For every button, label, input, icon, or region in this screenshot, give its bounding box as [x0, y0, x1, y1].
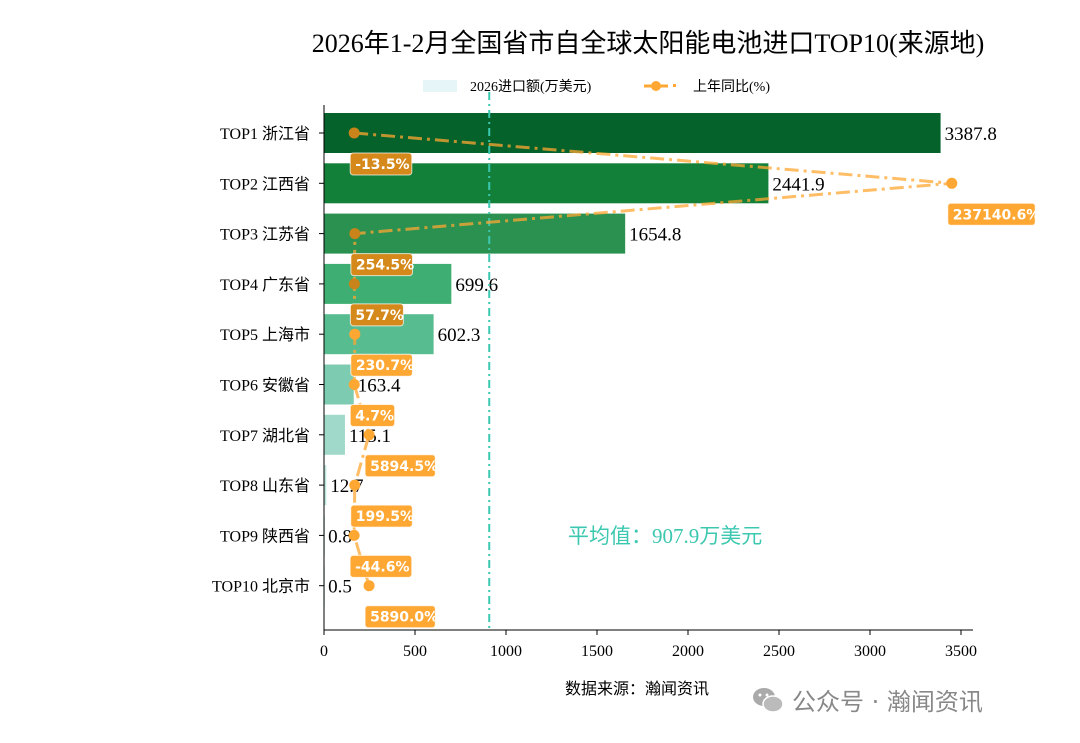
yoy-label: 230.7%: [356, 358, 414, 374]
yoy-marker: [349, 328, 361, 340]
yoy-marker: [348, 379, 360, 390]
y-tick-label: TOP3 江苏省: [220, 226, 310, 244]
wechat-icon: [753, 687, 784, 713]
y-tick-label: TOP7 湖北省: [220, 427, 310, 445]
average-label: 平均值：907.9万美元: [568, 524, 762, 548]
bar: [324, 465, 327, 506]
x-tick-label: 1000: [490, 643, 522, 660]
yoy-marker: [363, 580, 375, 592]
yoy-label: -13.5%: [355, 157, 409, 173]
legend-label-bar: 2026进口额(万美元): [470, 79, 592, 95]
yoy-marker: [363, 429, 375, 441]
yoy-label: -44.6%: [355, 559, 409, 575]
y-tick-label: TOP5 上海市: [220, 326, 310, 344]
bar-value-label: 163.4: [358, 376, 401, 397]
legend-marker: [651, 81, 661, 91]
bar-value-label: 2441.9: [772, 174, 824, 195]
yoy-label: 5894.5%: [370, 459, 438, 475]
x-tick-label: 3000: [854, 643, 886, 660]
y-tick-label: TOP1 浙江省: [220, 125, 310, 143]
yoy-marker: [349, 479, 361, 491]
yoy-marker: [946, 177, 958, 189]
bar-value-label: 0.5: [328, 577, 352, 598]
bar-value-label: 1654.8: [629, 225, 681, 246]
watermark-text: 公众号 · 瀚闻资讯: [792, 688, 983, 716]
legend-dot: [673, 84, 676, 87]
bar: [324, 113, 941, 153]
legend-swatch-bar: [423, 80, 457, 92]
yoy-marker: [349, 228, 361, 240]
yoy-label-box: [364, 454, 436, 478]
yoy-label: 5890.0%: [370, 610, 438, 626]
yoy-label-box: [350, 504, 413, 528]
bar-value-label: 602.3: [438, 325, 481, 346]
yoy-label-box: [350, 353, 413, 377]
bar: [324, 414, 345, 455]
x-tick-label: 2000: [672, 643, 704, 660]
y-tick-label: TOP9 陕西省: [220, 527, 310, 545]
yoy-label-box: [349, 303, 404, 327]
yoy-label: 4.7%: [355, 409, 394, 425]
y-tick-label: TOP6 安徽省: [220, 377, 310, 395]
yoy-label-box: [349, 404, 396, 427]
x-tick-label: 500: [403, 643, 427, 660]
bar-value-label: 3387.8: [945, 124, 997, 145]
yoy-label: 254.5%: [356, 258, 414, 274]
x-tick-label: 0: [320, 643, 328, 660]
source-note: 数据来源：瀚闻资讯: [565, 680, 709, 698]
yoy-label-box: [349, 152, 413, 176]
yoy-label-box: [349, 554, 413, 578]
y-tick-label: TOP8 山东省: [220, 477, 310, 495]
bar: [324, 213, 626, 254]
x-tick-label: 3500: [945, 643, 977, 660]
yoy-label-box: [947, 202, 1036, 226]
yoy-marker: [348, 529, 360, 541]
legend-label-line: 上年同比(%): [693, 79, 770, 95]
yoy-label: 57.7%: [355, 308, 404, 324]
y-tick-label: TOP10 北京市: [212, 578, 310, 596]
x-tick-label: 1500: [581, 643, 613, 660]
y-tick-label: TOP4 广东省: [220, 276, 310, 294]
bar-value-label: 0.8: [328, 526, 352, 547]
yoy-marker: [348, 278, 360, 290]
x-tick-label: 2500: [763, 643, 795, 660]
yoy-label: 237140.6%: [953, 207, 1041, 223]
yoy-marker: [348, 127, 360, 139]
chart-title: 2026年1-2月全国省市自全球太阳能电池进口TOP10(来源地): [312, 29, 985, 58]
yoy-label: 199.5%: [356, 509, 414, 525]
bar-value-label: 699.6: [455, 275, 498, 296]
y-tick-label: TOP2 江西省: [220, 175, 310, 193]
yoy-label-box: [350, 253, 413, 277]
yoy-label-box: [364, 605, 436, 629]
watermark: 公众号 · 瀚闻资讯: [752, 682, 983, 717]
